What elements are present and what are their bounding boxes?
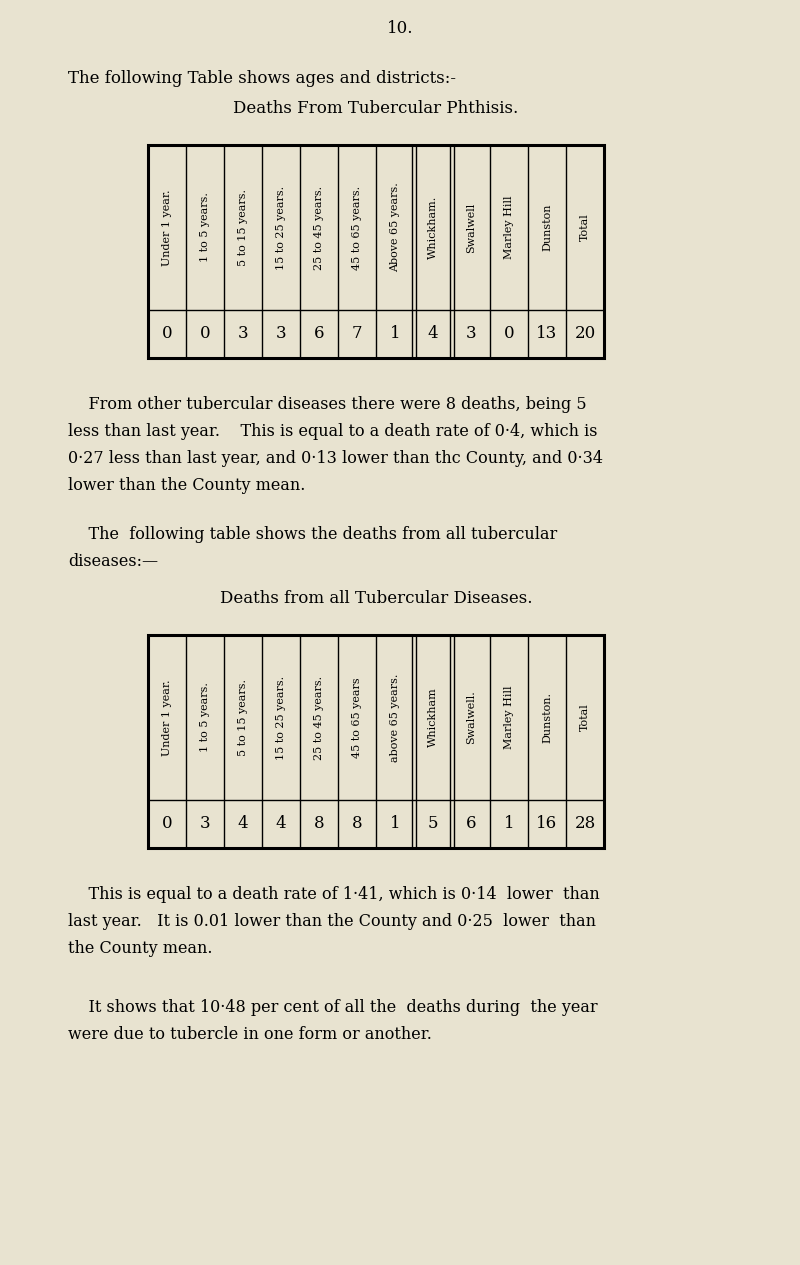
Text: 3: 3	[238, 325, 248, 343]
Text: 15 to 25 years.: 15 to 25 years.	[276, 186, 286, 269]
Text: Dunston: Dunston	[542, 204, 552, 252]
Text: 6: 6	[466, 816, 476, 832]
Text: Total: Total	[580, 214, 590, 242]
Text: 4: 4	[276, 816, 286, 832]
Text: From other tubercular diseases there were 8 deaths, being 5: From other tubercular diseases there wer…	[68, 396, 586, 412]
Text: Whickham: Whickham	[428, 688, 438, 748]
Text: 0: 0	[504, 325, 514, 343]
Text: Under 1 year.: Under 1 year.	[162, 679, 172, 755]
Bar	[148, 145, 604, 358]
Text: Swalwell.: Swalwell.	[466, 691, 476, 744]
Text: 3: 3	[466, 325, 476, 343]
Text: 8: 8	[314, 816, 324, 832]
Text: 5 to 15 years.: 5 to 15 years.	[238, 188, 248, 266]
Text: above 65 years.: above 65 years.	[390, 673, 400, 762]
Text: 0·27 less than last year, and 0·13 lower than thc County, and 0·34: 0·27 less than last year, and 0·13 lower…	[68, 450, 603, 467]
Text: 3: 3	[276, 325, 286, 343]
Text: The following Table shows ages and districts:-: The following Table shows ages and distr…	[68, 70, 456, 87]
Text: were due to tubercle in one form or another.: were due to tubercle in one form or anot…	[68, 1026, 432, 1044]
Text: 0: 0	[162, 325, 172, 343]
Text: 1: 1	[390, 816, 400, 832]
Text: 8: 8	[352, 816, 362, 832]
Text: The  following table shows the deaths from all tubercular: The following table shows the deaths fro…	[68, 526, 558, 543]
Text: 45 to 65 years: 45 to 65 years	[352, 677, 362, 758]
Text: Deaths From Tubercular Phthisis.: Deaths From Tubercular Phthisis.	[234, 100, 518, 116]
Text: 4: 4	[428, 325, 438, 343]
Text: Above 65 years.: Above 65 years.	[390, 182, 400, 272]
Text: the County mean.: the County mean.	[68, 940, 213, 958]
Text: 0: 0	[200, 325, 210, 343]
Text: 10.: 10.	[386, 20, 414, 37]
Text: 1 to 5 years.: 1 to 5 years.	[200, 192, 210, 262]
Text: 1 to 5 years.: 1 to 5 years.	[200, 683, 210, 753]
Text: Swalwell: Swalwell	[466, 202, 476, 253]
Text: Under 1 year.: Under 1 year.	[162, 190, 172, 266]
Text: 15 to 25 years.: 15 to 25 years.	[276, 676, 286, 759]
Text: lower than the County mean.: lower than the County mean.	[68, 477, 306, 495]
Text: 5: 5	[428, 816, 438, 832]
Text: Marley Hill: Marley Hill	[504, 196, 514, 259]
Text: 6: 6	[314, 325, 324, 343]
Text: 1: 1	[504, 816, 514, 832]
Text: 5 to 15 years.: 5 to 15 years.	[238, 679, 248, 756]
Text: 16: 16	[537, 816, 558, 832]
Text: Dunston.: Dunston.	[542, 692, 552, 743]
Text: 4: 4	[238, 816, 248, 832]
Text: 7: 7	[352, 325, 362, 343]
Text: Marley Hill: Marley Hill	[504, 686, 514, 749]
Text: 28: 28	[574, 816, 596, 832]
Text: 25 to 45 years.: 25 to 45 years.	[314, 676, 324, 759]
Text: diseases:—: diseases:—	[68, 553, 158, 571]
Text: 45 to 65 years.: 45 to 65 years.	[352, 186, 362, 269]
Text: It shows that 10·48 per cent of all the  deaths during  the year: It shows that 10·48 per cent of all the …	[68, 999, 598, 1016]
Text: last year.   It is 0.01 lower than the County and 0·25  lower  than: last year. It is 0.01 lower than the Cou…	[68, 913, 596, 930]
Text: 25 to 45 years.: 25 to 45 years.	[314, 186, 324, 269]
Text: Deaths from all Tubercular Diseases.: Deaths from all Tubercular Diseases.	[220, 589, 532, 607]
Text: 0: 0	[162, 816, 172, 832]
Bar	[148, 635, 604, 848]
Text: Whickham.: Whickham.	[428, 196, 438, 259]
Text: This is equal to a death rate of 1·41, which is 0·14  lower  than: This is equal to a death rate of 1·41, w…	[68, 886, 600, 903]
Text: less than last year.    This is equal to a death rate of 0·4, which is: less than last year. This is equal to a …	[68, 423, 598, 440]
Text: 13: 13	[536, 325, 558, 343]
Text: 20: 20	[574, 325, 596, 343]
Text: Total: Total	[580, 703, 590, 731]
Text: 1: 1	[390, 325, 400, 343]
Text: 3: 3	[200, 816, 210, 832]
